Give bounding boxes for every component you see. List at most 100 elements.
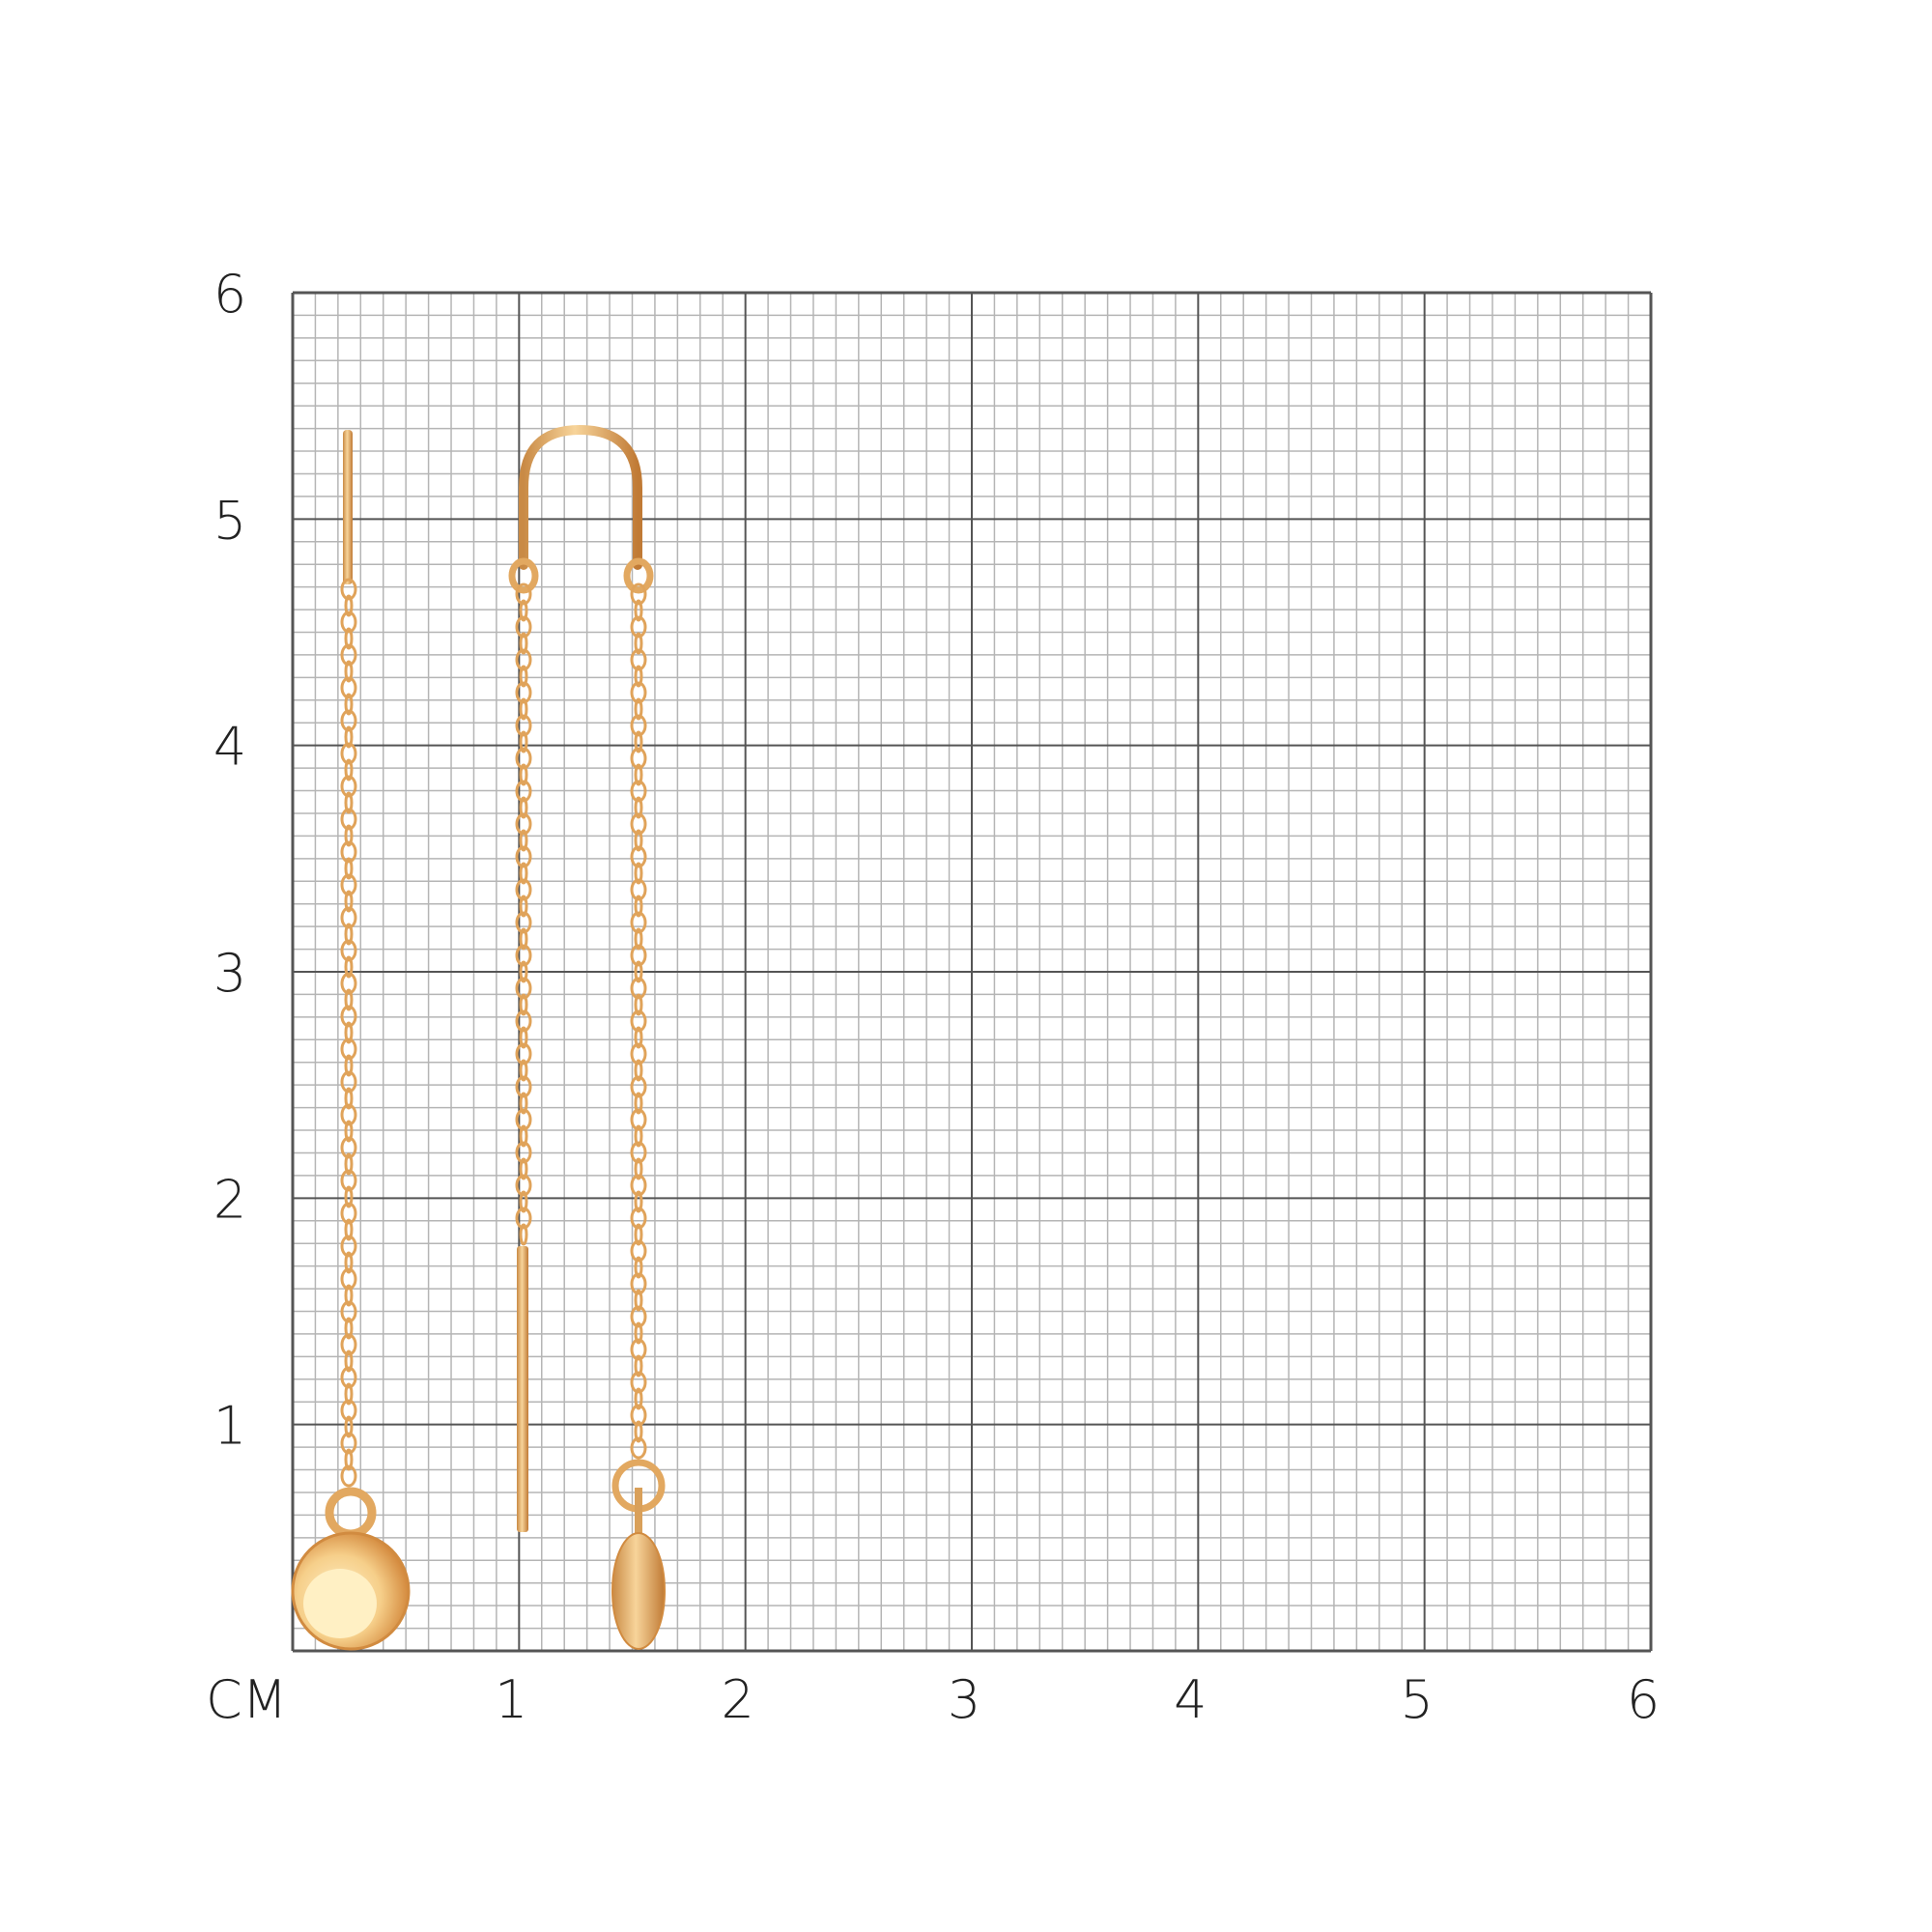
- chain-link: [630, 1272, 647, 1295]
- threader-bar: [517, 1246, 528, 1532]
- jump-ring: [325, 1487, 377, 1539]
- chain-link: [634, 993, 643, 1016]
- chain-link: [634, 1157, 643, 1180]
- chain-link: [340, 1464, 357, 1488]
- chain-link: [340, 709, 357, 732]
- chain-link: [340, 676, 357, 699]
- x-tick-label: 2: [721, 1669, 753, 1730]
- x-tick-label: 1: [495, 1669, 527, 1730]
- u-hook: [519, 424, 642, 570]
- graph-paper-grid: [291, 291, 1653, 1653]
- chain-link: [519, 1092, 528, 1115]
- chain-link: [634, 1354, 643, 1378]
- chain-link: [340, 611, 357, 634]
- chain-link: [340, 840, 357, 864]
- chain-link: [344, 1317, 354, 1340]
- chain-link: [634, 1223, 643, 1246]
- chain-link: [340, 1235, 357, 1258]
- chain-link: [344, 1382, 354, 1406]
- chain-link: [519, 763, 528, 786]
- chain-link: [634, 960, 643, 983]
- chain-link: [630, 1436, 647, 1460]
- chain-link: [340, 1169, 357, 1192]
- x-tick-label: 3: [948, 1669, 980, 1730]
- x-tick-label: 5: [1400, 1669, 1433, 1730]
- chain-link: [340, 1267, 357, 1291]
- chain-link: [344, 1350, 354, 1373]
- y-tick-label: 1: [213, 1396, 246, 1457]
- chain-link: [344, 857, 354, 880]
- chain-link: [344, 1087, 354, 1110]
- chain-link: [519, 796, 528, 819]
- chain-link: [630, 878, 647, 901]
- chain-link: [515, 977, 532, 1000]
- ball-facet: [303, 1569, 377, 1638]
- chain-link: [634, 665, 643, 688]
- chain-link: [344, 1284, 354, 1307]
- chain-link: [344, 693, 354, 716]
- chain-link: [634, 1124, 643, 1148]
- chain-link: [519, 632, 528, 655]
- chain-link: [340, 1037, 357, 1061]
- chain-link: [630, 780, 647, 803]
- chain-link: [344, 824, 354, 847]
- drop-bail: [635, 1488, 642, 1536]
- y-tick-label: 4: [213, 717, 246, 778]
- chain-link: [519, 862, 528, 885]
- chain-link: [515, 911, 532, 934]
- chain-link: [630, 1305, 647, 1328]
- chain-link: [630, 845, 647, 868]
- chain-link: [519, 829, 528, 852]
- chain-link: [344, 1054, 354, 1077]
- chain-link: [519, 1124, 528, 1148]
- chain-link: [634, 895, 643, 918]
- chain-link: [515, 681, 532, 704]
- chain-link: [340, 1070, 357, 1094]
- chain-link: [630, 1338, 647, 1361]
- chain-link: [630, 1141, 647, 1164]
- chain-link: [515, 812, 532, 836]
- chain-link: [634, 1092, 643, 1115]
- chain-link: [344, 1251, 354, 1274]
- chain-link: [630, 615, 647, 639]
- chain-link: [515, 615, 532, 639]
- chain-link: [515, 780, 532, 803]
- chain-link: [519, 993, 528, 1016]
- chain-link: [344, 955, 354, 979]
- chain-link: [340, 1103, 357, 1126]
- chain-link: [340, 939, 357, 962]
- chain-link: [515, 845, 532, 868]
- chain-link: [340, 1202, 357, 1225]
- chain-link: [515, 648, 532, 671]
- chain-link: [344, 988, 354, 1011]
- chain-link: [634, 862, 643, 885]
- chain-link: [340, 808, 357, 831]
- chain-link: [515, 1108, 532, 1131]
- chain-link: [634, 730, 643, 753]
- chain-link: [340, 775, 357, 798]
- chain-link: [515, 1141, 532, 1164]
- chain-link: [340, 578, 357, 601]
- chain-link: [340, 742, 357, 765]
- drop-charm: [611, 1532, 666, 1650]
- chain-link: [344, 1448, 354, 1471]
- chain-link: [634, 796, 643, 819]
- chain-link: [340, 873, 357, 896]
- chain-link: [630, 1108, 647, 1131]
- earring-ball: [291, 430, 411, 1651]
- chain-link: [634, 632, 643, 655]
- chain-link: [344, 890, 354, 913]
- chain-link: [519, 960, 528, 983]
- chain-link: [634, 1420, 643, 1443]
- chain-link: [519, 1059, 528, 1082]
- chain-link: [519, 665, 528, 688]
- chain-link: [630, 681, 647, 704]
- chain-link: [634, 697, 643, 721]
- chain-link: [344, 1152, 354, 1176]
- chain-link: [634, 1387, 643, 1410]
- chain-link: [340, 1366, 357, 1389]
- threader-pin: [343, 430, 353, 584]
- chain-link: [340, 1432, 357, 1455]
- chain-link: [519, 730, 528, 753]
